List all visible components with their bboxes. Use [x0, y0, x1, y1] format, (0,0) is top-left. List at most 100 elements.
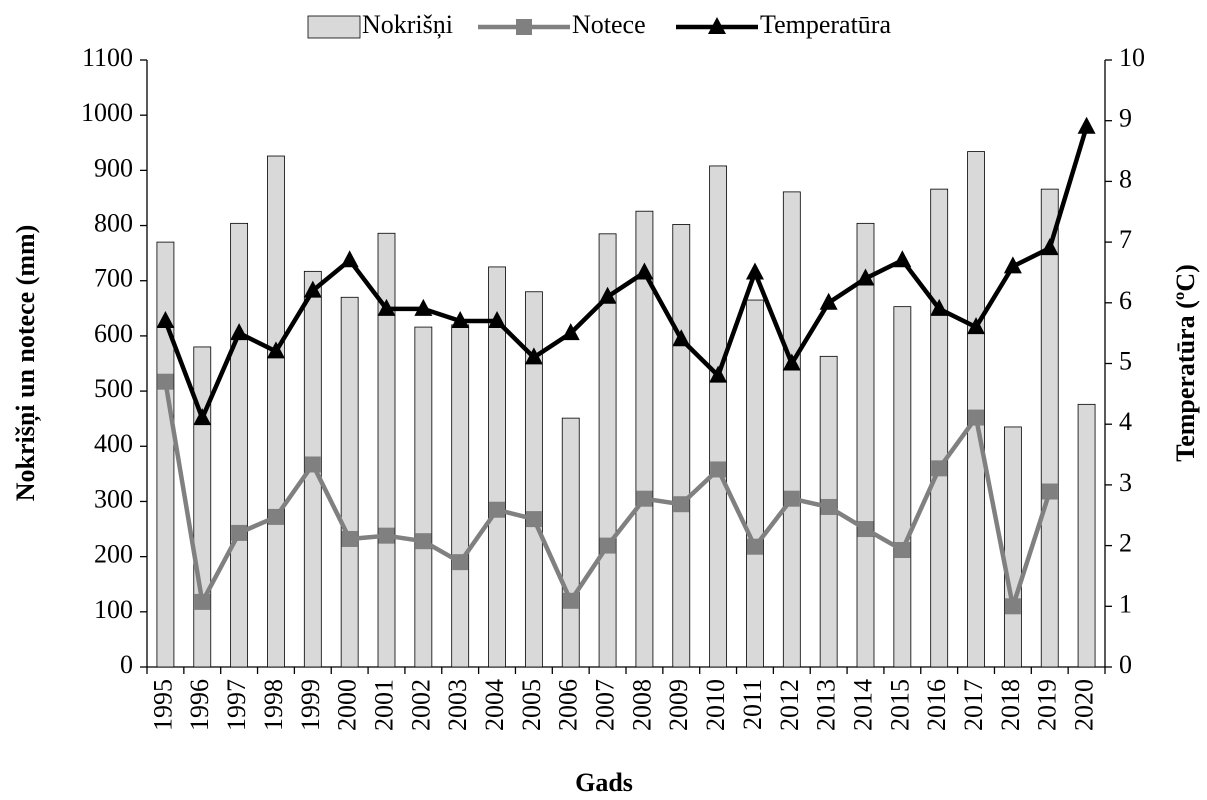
x-tick-label: 2008: [627, 679, 656, 731]
bar: [709, 165, 728, 668]
point: [598, 286, 617, 304]
bar: [156, 241, 175, 668]
legend-label: Notece: [572, 10, 646, 39]
bar: [856, 222, 875, 668]
x-tick-label: 2003: [443, 679, 472, 731]
legend-label: Temperatūra: [760, 10, 891, 39]
point: [820, 498, 837, 515]
x-tick-label: 1995: [148, 679, 177, 731]
line: [163, 126, 1089, 421]
x-tick-label: 2000: [333, 679, 362, 731]
point: [230, 323, 249, 341]
point: [636, 490, 653, 507]
point: [968, 409, 985, 426]
y-tick-label: 300: [94, 484, 133, 513]
point: [673, 496, 690, 513]
x-tick-label: 2007: [591, 679, 620, 731]
bar: [451, 324, 470, 668]
point: [710, 461, 727, 478]
bar: [746, 299, 764, 668]
point: [451, 311, 470, 329]
point: [599, 537, 616, 554]
x-axis-title: Gads: [575, 768, 633, 797]
point: [857, 521, 874, 538]
x-tick-label: 2010: [701, 679, 730, 731]
x-tick-label: 2012: [775, 679, 804, 731]
point: [524, 347, 543, 365]
point: [819, 292, 838, 310]
y2-tick-label: 0: [1119, 650, 1132, 679]
legend-marker: [708, 17, 726, 34]
x-tick-label: 2013: [812, 679, 841, 731]
y2-tick-label: 5: [1119, 346, 1132, 375]
bar: [340, 296, 359, 668]
point: [489, 501, 506, 518]
bar: [1003, 426, 1022, 668]
point: [782, 353, 801, 371]
point: [377, 298, 396, 316]
point: [340, 250, 359, 268]
point: [415, 533, 432, 550]
x-tick-label: 2005: [517, 679, 546, 731]
point: [894, 542, 911, 559]
point: [672, 329, 691, 347]
y-tick-label: 900: [94, 153, 133, 182]
point: [930, 298, 949, 316]
x-tick-label: 2009: [664, 679, 693, 731]
point: [1041, 483, 1058, 500]
bar: [230, 222, 249, 668]
point: [746, 538, 763, 555]
point: [709, 365, 728, 383]
point: [414, 298, 433, 316]
point: [267, 508, 284, 525]
x-tick-label: 2019: [1033, 679, 1062, 731]
x-tick-label: 2014: [848, 679, 877, 731]
bar: [561, 417, 580, 668]
y-tick-label: 600: [94, 319, 133, 348]
x-tick-label: 2001: [369, 679, 398, 731]
bar: [598, 233, 617, 668]
y2-tick-label: 6: [1119, 286, 1132, 315]
point: [967, 317, 986, 335]
y2-tick-label: 2: [1119, 529, 1132, 558]
point: [193, 408, 212, 426]
x-tick-label: 1996: [185, 679, 214, 731]
y-tick-label: 100: [94, 595, 133, 624]
point: [856, 268, 875, 286]
x-tick-label: 2011: [738, 679, 767, 730]
point: [304, 456, 321, 473]
y-tick-label: 1100: [82, 43, 133, 72]
point: [1004, 598, 1021, 615]
point: [562, 592, 579, 609]
point: [303, 280, 322, 298]
point: [488, 311, 507, 329]
bar: [1040, 188, 1059, 668]
point: [156, 311, 175, 329]
y-tick-label: 200: [94, 540, 133, 569]
y-tick-label: 1000: [81, 98, 133, 127]
x-tick-label: 1997: [222, 679, 251, 731]
x-tick-label: 2004: [480, 679, 509, 731]
point: [525, 511, 542, 528]
bar: [193, 346, 212, 668]
point: [266, 341, 285, 359]
legend-marker: [516, 19, 532, 35]
y2-tick-label: 10: [1119, 43, 1145, 72]
point: [635, 262, 654, 280]
bar: [930, 188, 949, 668]
point: [561, 323, 580, 341]
point: [1077, 116, 1096, 134]
y2-tick-label: 8: [1119, 164, 1132, 193]
point: [893, 250, 912, 268]
legend-swatch: [307, 15, 361, 39]
y2-tick-label: 4: [1119, 407, 1132, 436]
bar: [782, 191, 801, 668]
point: [157, 373, 174, 390]
point: [378, 527, 395, 544]
x-tick-label: 2017: [959, 679, 988, 731]
point: [452, 554, 469, 571]
bar: [488, 266, 506, 668]
x-tick-label: 2006: [554, 679, 583, 731]
x-tick-label: 2020: [1070, 679, 1099, 731]
